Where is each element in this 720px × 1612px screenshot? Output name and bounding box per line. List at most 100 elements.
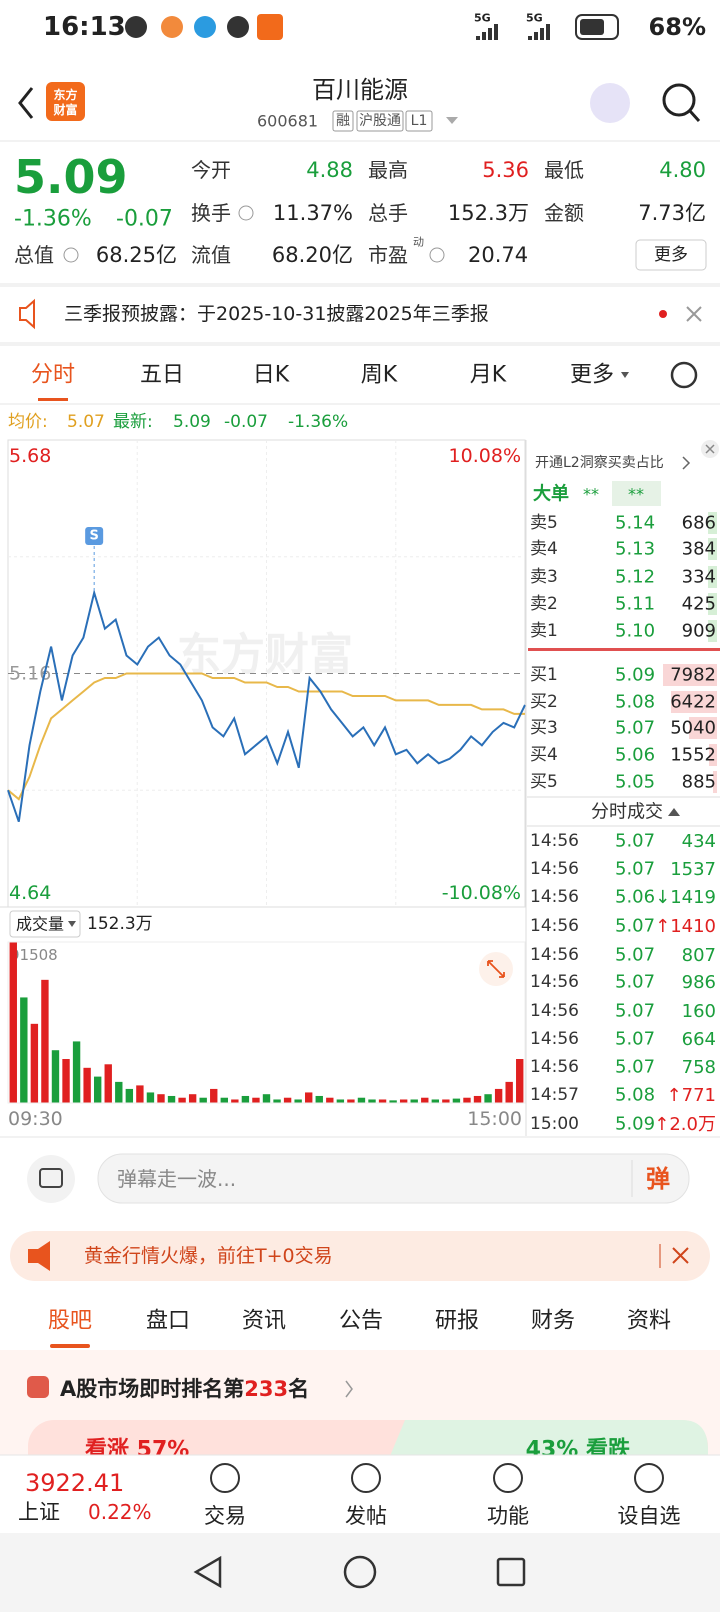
dropdown [446,117,458,124]
chart-tab[interactable]: 日K [253,363,290,388]
signal-bar [494,24,498,40]
close-icon [705,444,715,454]
danmaku-icon[interactable] [27,1155,75,1203]
stat-label: 最高 [368,158,408,182]
trade-price: 5.07 [615,1057,655,1078]
chart-tab[interactable]: 周K [361,363,398,388]
volume-selector [9,910,81,938]
more-button[interactable]: 更多 [654,245,688,265]
bid-volume: 5040 [670,718,716,739]
volume-bar [51,1050,60,1103]
system-home[interactable] [343,1555,377,1589]
index-value[interactable]: 3922.41 [25,1469,124,1497]
volume-bar [421,1097,429,1103]
battery-level [580,19,604,35]
battery [575,14,619,40]
content-tab[interactable]: 资讯 [242,1309,286,1334]
info-icon [238,205,254,221]
search-icon[interactable] [662,83,696,117]
stat-label: 金额 [544,201,584,225]
stat-label: 今开 [191,158,231,182]
volume-bar [252,1097,260,1103]
bid-price: 5.09 [615,665,655,686]
price-line [7,588,526,823]
volume-bar [516,1059,524,1103]
content-tab[interactable]: 公告 [339,1309,383,1334]
last-label: 最新: [113,412,153,432]
close-icon[interactable] [672,1247,689,1264]
back-button[interactable] [18,87,34,119]
volume-title[interactable]: 成交量 [16,915,64,934]
trade-time: 14:57 [530,1085,579,1105]
volume-bar [199,1097,207,1103]
bid-volume: 7982 [670,665,716,686]
stat-label: 总手 [368,201,408,225]
bid-volume: 6422 [670,692,716,713]
volume-bar-bg [713,771,717,793]
trades-title[interactable]: 分时成交 [591,802,663,823]
volume-bar [146,1092,155,1103]
ranking-number: 233 [244,1377,288,1401]
trade-volume: 1537 [670,859,716,880]
system-back[interactable] [193,1555,222,1589]
expand-icon [487,960,505,978]
volume-bar [115,1081,123,1103]
bid-label: 买1 [530,665,558,685]
comment-placeholder[interactable]: 弹幕走一波... [117,1167,236,1191]
stat-value: 7.73亿 [638,201,706,225]
status-icon [125,16,147,38]
close-icon[interactable] [686,306,702,322]
content-tab[interactable]: 财务 [531,1309,575,1334]
signal-bar [534,32,538,40]
volume-bar [83,1067,91,1103]
big-order-box [612,481,661,506]
avg-value: 5.07 [67,412,105,432]
stat-value: 11.37% [273,201,353,225]
volume-bar [157,1094,165,1103]
chart-tab[interactable]: 月K [470,363,507,388]
ask-price: 5.13 [615,539,655,560]
y2-tick-label: -10.08% [442,882,521,904]
l2-promo[interactable]: 开通L2洞察买卖占比 [535,454,664,471]
trade-volume: ↓1419 [655,887,716,908]
volume-bar-bg [671,691,717,713]
battery-level: 68% [649,13,706,41]
chart-tab[interactable]: 分时 [31,363,75,388]
ask-volume: 334 [682,567,716,588]
trade-volume: 1410 [670,916,716,937]
stat-sup: 动 [413,236,424,249]
price-line [7,672,525,801]
trade-volume: 771 [682,1085,716,1106]
content-tab[interactable]: 研报 [435,1309,479,1334]
trade-volume: ↑2.0万 [654,1114,716,1135]
trade-price: 5.09 [615,1114,655,1135]
avatar[interactable] [590,83,630,123]
promo-text[interactable]: 黄金行情火爆，前往T+0交易 [84,1245,333,1267]
chart-tab[interactable]: 五日 [140,363,184,388]
settings-icon[interactable] [670,361,698,389]
tag: 融 [336,113,350,129]
stat-value: 4.88 [306,158,353,182]
content-tab[interactable]: 股吧 [48,1309,92,1334]
stat-label: 流值 [191,243,231,267]
chart-tab[interactable]: 更多 [570,363,614,388]
volume-bar [336,1099,345,1103]
content-tab[interactable]: 盘口 [146,1309,190,1334]
trade-price: 5.08 [615,1085,655,1106]
nav-item[interactable]: 设自选 [618,1504,681,1528]
volume-bar-bg [708,512,717,534]
danmaku-button[interactable]: 弹 [646,1165,670,1193]
trade-volume: 807 [682,945,716,966]
nav-item[interactable]: 功能 [487,1504,529,1528]
nav-item[interactable]: 发帖 [345,1504,387,1528]
nav-item[interactable]: 交易 [204,1504,246,1528]
volume-bar [241,1095,250,1103]
notice: 三季报预披露：于2025-10-31披露2025年三季报 [64,303,489,325]
content-tab[interactable]: 资料 [627,1309,671,1334]
volume-bar [410,1099,418,1103]
ask-label: 卖2 [530,594,558,614]
stat-label: 最低 [544,158,584,182]
sort-arrow [668,808,680,816]
network-label: 5G [474,12,491,25]
